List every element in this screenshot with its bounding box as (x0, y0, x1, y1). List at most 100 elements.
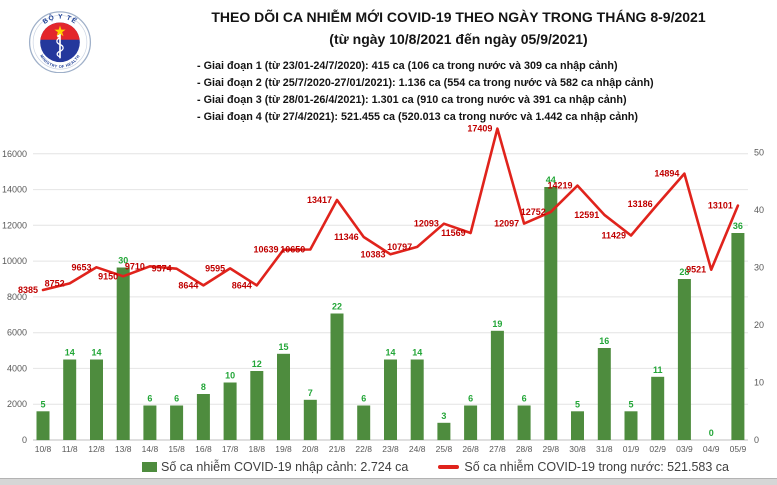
bar-value-label: 6 (147, 394, 152, 404)
legend-bar-swatch (142, 462, 157, 472)
line-value-label: 11569 (441, 228, 466, 238)
bar-value-label: 15 (278, 342, 288, 352)
x-axis-tick-label: 24/8 (409, 444, 426, 454)
bar (731, 233, 745, 440)
page-title: THEO DÕI CA NHIỄM MỚI COVID-19 THEO NGÀY… (211, 9, 706, 25)
line-value-label: 9595 (205, 263, 225, 273)
bar (170, 405, 184, 440)
x-axis-tick-label: 14/8 (142, 444, 159, 454)
case-line (41, 127, 740, 292)
line-value-label: 9653 (71, 262, 91, 272)
bar (143, 405, 157, 440)
right-axis-tick-label: 30 (754, 263, 764, 273)
page-subtitle: (từ ngày 10/8/2021 đến ngày 05/9/2021) (329, 31, 588, 47)
line-value-label: 9521 (686, 265, 706, 275)
bar-value-label: 11 (653, 365, 663, 375)
x-axis-tick-label: 12/8 (88, 444, 105, 454)
bar (357, 405, 371, 440)
bar-value-label: 16 (599, 336, 609, 346)
line-value-label: 13186 (628, 199, 653, 209)
bar-value-label: 14 (65, 348, 75, 358)
bar (196, 394, 210, 440)
left-axis-tick-label: 6000 (7, 328, 27, 338)
bar (330, 313, 344, 440)
bar-value-label: 0 (709, 428, 714, 438)
moh-logo: BỘ Y TẾ MINISTRY OF HEALTH (28, 11, 92, 73)
bar-value-label: 6 (522, 394, 527, 404)
x-axis-tick-label: 29/8 (543, 444, 560, 454)
x-axis-tick-label: 10/8 (35, 444, 52, 454)
line-value-label: 17409 (467, 124, 492, 134)
phase-2-summary: - Giai đoạn 2 (từ 25/7/2020-27/01/2021):… (197, 77, 654, 89)
chart-legend: Số ca nhiễm COVID-19 nhập cảnh: 2.724 ca… (142, 460, 729, 474)
x-axis-tick-label: 19/8 (275, 444, 292, 454)
bar-value-label: 8 (201, 382, 206, 392)
x-axis-tick-label: 11/8 (62, 444, 78, 454)
right-axis-tick-label: 10 (754, 378, 764, 388)
bar (36, 411, 50, 441)
x-axis-tick-label: 30/8 (569, 444, 586, 454)
x-axis-tick-label: 23/8 (382, 444, 399, 454)
x-axis-tick-label: 25/8 (436, 444, 453, 454)
x-axis-tick-label: 27/8 (489, 444, 506, 454)
bar (90, 359, 103, 440)
left-axis-tick-label: 0 (22, 435, 27, 445)
x-axis-tick-label: 03/9 (676, 444, 693, 454)
bar (116, 267, 130, 440)
right-axis-tick-label: 50 (754, 148, 764, 158)
bar (490, 330, 504, 441)
bar-value-label: 28 (679, 267, 689, 277)
bar (677, 279, 691, 440)
legend-line-label: Số ca nhiễm COVID-19 trong nước: 521.583… (464, 460, 729, 474)
line-value-label: 8644 (178, 280, 198, 290)
bar-value-label: 44 (546, 175, 556, 185)
bar (624, 411, 638, 441)
bar-value-label: 10 (225, 371, 235, 381)
bar (277, 353, 290, 441)
bar (384, 359, 397, 440)
x-axis-tick-label: 28/8 (516, 444, 533, 454)
staff-snake-icon (56, 33, 64, 59)
bar-value-label: 3 (441, 411, 446, 421)
right-axis-tick-label: 20 (754, 320, 764, 330)
bar (250, 371, 264, 440)
x-axis-tick-label: 04/9 (703, 444, 720, 454)
left-axis-tick-label: 14000 (2, 185, 27, 195)
line-value-label: 11346 (334, 232, 359, 242)
bar-value-label: 30 (118, 256, 128, 266)
line-value-label: 8385 (18, 285, 38, 295)
line-value-label: 8752 (45, 278, 65, 288)
logo-inner-ring (32, 15, 88, 70)
bar-value-label: 22 (332, 302, 342, 312)
bar (544, 187, 558, 440)
x-axis-tick-label: 26/8 (462, 444, 479, 454)
bar (223, 382, 237, 440)
line-value-label: 14219 (547, 181, 572, 191)
line-value-label: 13101 (708, 201, 733, 211)
line-value-label: 8644 (232, 280, 252, 290)
bar (651, 376, 665, 441)
x-axis-tick-label: 22/8 (355, 444, 372, 454)
bar (517, 405, 531, 440)
x-axis-tick-label: 01/9 (623, 444, 640, 454)
phase-3-summary: - Giai đoạn 3 (từ 28/01-26/4/2021): 1.30… (197, 94, 627, 106)
bar (571, 411, 584, 441)
bar-value-label: 5 (575, 399, 580, 409)
line-value-label: 13417 (307, 195, 332, 205)
x-axis-tick-label: 02/9 (649, 444, 666, 454)
line-value-label: 11429 (601, 231, 626, 241)
bar (410, 359, 424, 440)
line-value-label: 9710 (125, 261, 145, 271)
legend-bar-label: Số ca nhiễm COVID-19 nhập cảnh: 2.724 ca (161, 460, 409, 474)
phase-1-summary: - Giai đoạn 1 (từ 23/01-24/7/2020): 415 … (197, 60, 618, 72)
bar-value-label: 14 (412, 348, 422, 358)
bar-value-label: 36 (733, 221, 743, 231)
x-axis-tick-label: 31/8 (596, 444, 613, 454)
bar-value-label: 6 (174, 394, 179, 404)
window-bottom-edge (0, 478, 777, 485)
left-axis-tick-label: 4000 (7, 363, 27, 373)
bar-value-label: 14 (385, 348, 395, 358)
line-value-label: 10639 (253, 245, 278, 255)
bar-value-label: 5 (40, 399, 45, 409)
